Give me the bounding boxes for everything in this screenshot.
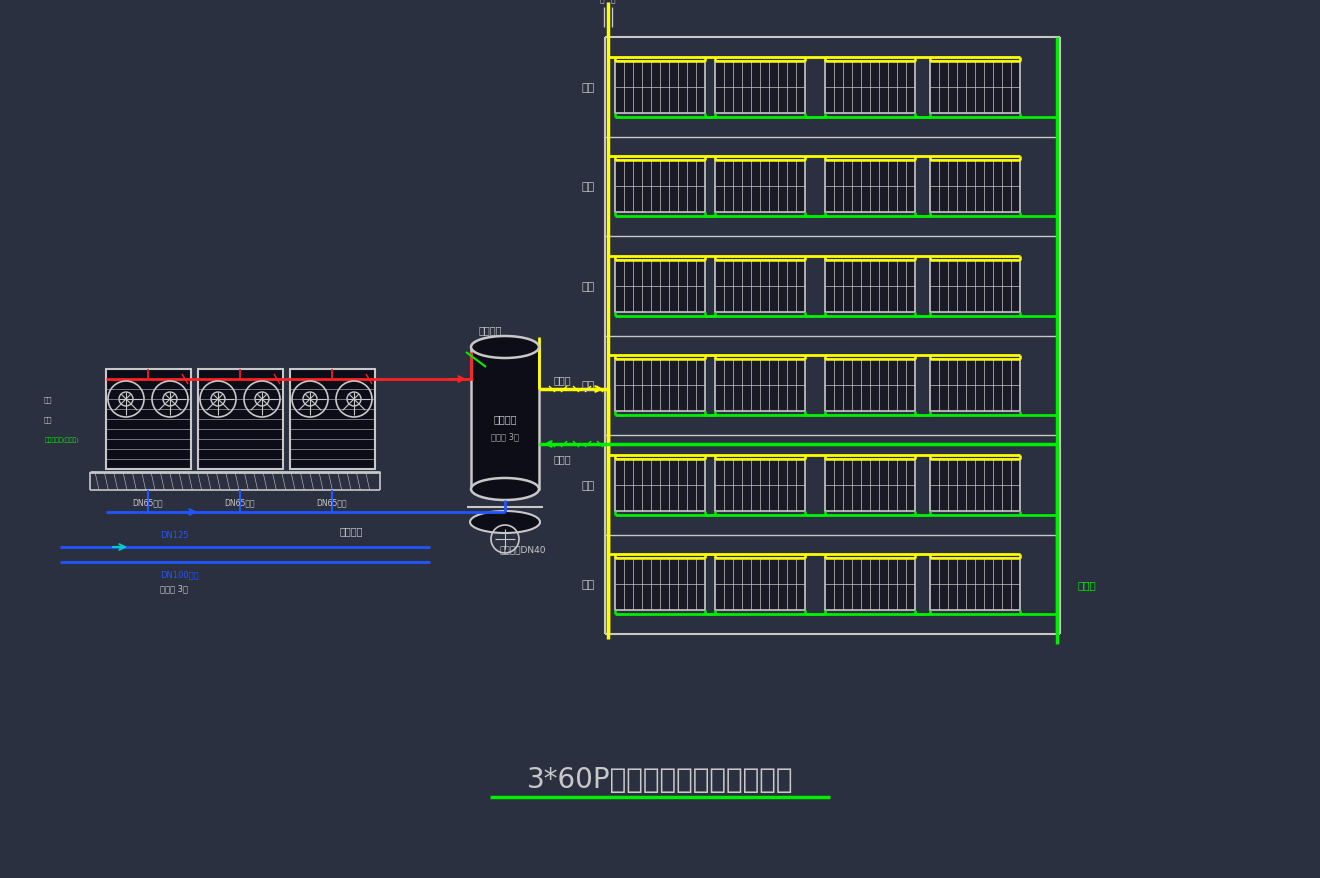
- Text: 泄水阀门DN40: 泄水阀门DN40: [500, 545, 546, 554]
- Text: DN65阀门: DN65阀门: [133, 498, 164, 507]
- Text: 机组: 机组: [44, 416, 51, 423]
- Bar: [715, 61, 805, 113]
- Text: 二楼: 二楼: [582, 480, 595, 490]
- Bar: [825, 360, 915, 412]
- Text: 五楼: 五楼: [582, 182, 595, 192]
- Bar: [825, 261, 915, 313]
- Bar: [825, 61, 915, 113]
- Text: DN65阀门: DN65阀门: [224, 498, 255, 507]
- Text: 空气能热泵(压缩机): 空气能热泵(压缩机): [45, 436, 79, 443]
- Text: 供暖出: 供暖出: [554, 375, 572, 385]
- Bar: [715, 261, 805, 313]
- Bar: [825, 161, 915, 213]
- Bar: [931, 459, 1020, 511]
- Text: DN65阀门: DN65阀门: [317, 498, 347, 507]
- Bar: [615, 261, 705, 313]
- Text: 热泵回水: 热泵回水: [341, 525, 363, 536]
- Text: 星: 星: [611, 0, 615, 4]
- Bar: [290, 370, 375, 470]
- Text: 3*60P地面安装热泵采暖系统图: 3*60P地面安装热泵采暖系统图: [527, 765, 793, 793]
- Bar: [106, 370, 191, 470]
- Bar: [615, 360, 705, 412]
- Bar: [931, 61, 1020, 113]
- Text: 水箱: 水箱: [44, 396, 51, 403]
- Text: 热泵出水: 热泵出水: [479, 325, 503, 335]
- Bar: [198, 370, 282, 470]
- Ellipse shape: [471, 336, 539, 358]
- Bar: [715, 360, 805, 412]
- Bar: [471, 348, 539, 489]
- Bar: [715, 459, 805, 511]
- Text: DN125: DN125: [160, 531, 189, 540]
- Text: 卫: 卫: [599, 0, 605, 4]
- Bar: [615, 558, 705, 610]
- Bar: [825, 558, 915, 610]
- Bar: [615, 61, 705, 113]
- Text: 缓温水箱: 缓温水箱: [494, 414, 516, 423]
- Text: 三楼: 三楼: [582, 381, 595, 391]
- Bar: [715, 558, 805, 610]
- Text: 供暖回: 供暖回: [554, 453, 572, 464]
- Text: 一楼: 一楼: [582, 579, 595, 590]
- Ellipse shape: [471, 479, 539, 500]
- Text: 循环泵 3台: 循环泵 3台: [160, 584, 187, 593]
- Bar: [615, 459, 705, 511]
- Text: DN100阀门: DN100阀门: [160, 570, 198, 579]
- Bar: [715, 161, 805, 213]
- Bar: [931, 558, 1020, 610]
- Bar: [931, 261, 1020, 313]
- Bar: [615, 161, 705, 213]
- Bar: [931, 360, 1020, 412]
- Text: 循环泵 3台: 循环泵 3台: [491, 432, 519, 441]
- Bar: [825, 459, 915, 511]
- Ellipse shape: [470, 511, 540, 534]
- Text: 六楼: 六楼: [582, 83, 595, 93]
- Text: 散热器: 散热器: [1078, 579, 1097, 590]
- Text: 四楼: 四楼: [582, 282, 595, 291]
- Bar: [931, 161, 1020, 213]
